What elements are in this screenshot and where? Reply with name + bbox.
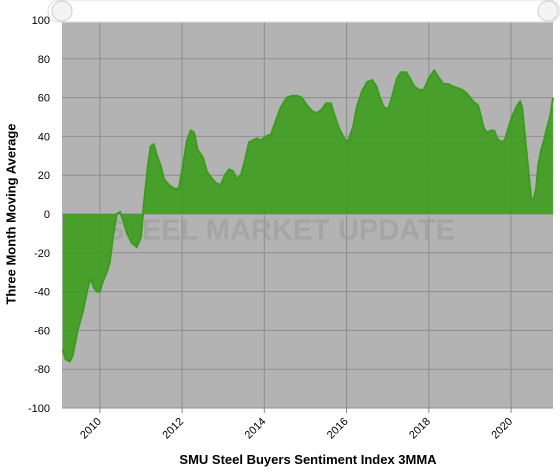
y-axis-title: Three Month Moving Average	[3, 123, 18, 304]
marks	[61, 68, 554, 363]
x-tick-label: 2014	[243, 416, 269, 442]
y-tick-label: 0	[44, 209, 50, 221]
y-tick-label: -60	[34, 325, 50, 337]
y-tick-label: 20	[38, 170, 50, 182]
y-tick-label: -40	[34, 287, 50, 299]
watermark: STEEL MARKET UPDATE	[105, 215, 455, 247]
y-tick-label: -100	[28, 403, 50, 415]
navigator-handle-right[interactable]	[537, 0, 559, 22]
y-tick-label: 80	[38, 54, 50, 66]
area-line	[61, 68, 554, 363]
x-axis-title: SMU Steel Buyers Sentiment Index 3MMA	[179, 452, 437, 467]
x-tick-label: 2018	[407, 416, 433, 442]
x-tick-label: 2010	[78, 416, 104, 442]
navigator-handle-left[interactable]	[51, 0, 73, 22]
y-tick-label: 60	[38, 93, 50, 105]
x-tick-label: 2020	[489, 416, 515, 442]
y-tick-label: -80	[34, 364, 50, 376]
navigator[interactable]	[47, 0, 560, 23]
y-tick-label: 40	[38, 131, 50, 143]
y-tick-label: 100	[32, 15, 50, 27]
x-tick-label: 2012	[160, 416, 186, 442]
x-tick-label: 2016	[325, 416, 351, 442]
area-fill	[62, 70, 554, 362]
y-tick-label: -20	[34, 248, 50, 260]
